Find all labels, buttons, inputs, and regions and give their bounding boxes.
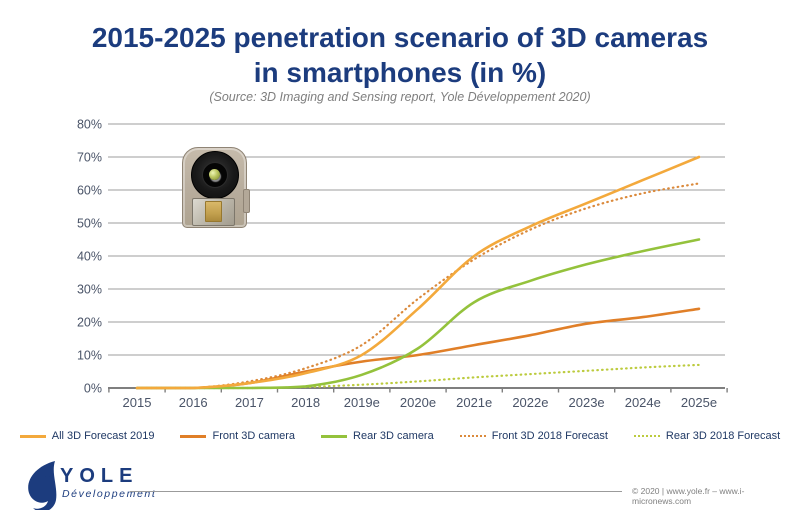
y-axis-tick-label: 30%: [77, 283, 102, 297]
x-axis-tick-label: 2015: [123, 395, 152, 410]
x-axis-tick-label: 2016: [179, 395, 208, 410]
camera-emitter-chip: [205, 201, 222, 222]
y-axis-tick-label: 70%: [77, 151, 102, 165]
legend-item: Front 3D 2018 Forecast: [459, 430, 608, 442]
legend-item: Rear 3D camera: [321, 430, 434, 442]
legend-item: All 3D Forecast 2019: [19, 430, 155, 442]
legend-swatch: [19, 434, 46, 438]
legend-item: Rear 3D 2018 Forecast: [633, 430, 781, 442]
series-line-rear-3d-2018-forecast: [135, 363, 701, 390]
legend-label: Rear 3D camera: [353, 430, 434, 442]
footer-copyright: © 2020 | www.yole.fr – www.i-micronews.c…: [632, 486, 745, 506]
x-axis-tick-label: 2022e: [512, 395, 548, 410]
title-line-2: in smartphones (in %): [253, 57, 547, 88]
yole-logo: YOLE Développement: [22, 456, 222, 511]
camera-emitter-module: [192, 198, 235, 226]
camera-lens-inner: [202, 162, 228, 188]
y-axis-tick-label: 20%: [77, 316, 102, 330]
legend-swatch: [321, 434, 348, 438]
y-axis-tick-label: 60%: [77, 184, 102, 198]
x-axis-tick-label: 2024e: [625, 395, 661, 410]
y-axis-tick-label: 80%: [77, 118, 102, 132]
line-chart: 0% 10% 20% 30% 40% 50% 60% 70% 80% 2015 2016 2017 20…: [0, 110, 800, 420]
x-axis-tick-label: 2020e: [400, 395, 436, 410]
yole-logo-subtext: Développement: [62, 488, 157, 500]
x-axis-tick-label: 2023e: [569, 395, 605, 410]
camera-module-photo: [182, 147, 250, 228]
x-axis-tick-label: 2019e: [344, 395, 380, 410]
legend-label: Rear 3D 2018 Forecast: [665, 430, 781, 442]
series-line-rear-3d-camera: [135, 238, 701, 390]
yole-logo-text: YOLE: [60, 465, 139, 487]
y-axis-tick-label: 40%: [77, 250, 102, 264]
page-title: 2015-2025 penetration scenario of 3D cam…: [0, 20, 800, 90]
chart-canvas: 0% 10% 20% 30% 40% 50% 60% 70% 80% 2015 2016 2017 20…: [77, 118, 728, 410]
x-axis-tick-label: 2021e: [456, 395, 492, 410]
x-axis-tick-label: 2018: [291, 395, 320, 410]
y-axis-tick-label: 50%: [77, 217, 102, 231]
y-axis-tick-label: 10%: [77, 349, 102, 363]
legend-label: All 3D Forecast 2019: [51, 430, 155, 442]
yole-logo-swoosh-icon: [28, 461, 57, 510]
source-note: (Source: 3D Imaging and Sensing report, …: [209, 90, 591, 104]
legend-swatch: [180, 434, 207, 438]
y-axis-tick-label: 0%: [84, 382, 102, 396]
camera-lens-glint: [209, 169, 220, 180]
footer-divider: [130, 491, 622, 492]
camera-lens: [191, 151, 239, 199]
series-line-all-3d-forecast-2019: [135, 155, 701, 390]
x-axis-tick-label: 2025e: [681, 395, 717, 410]
legend-item: Front 3D camera: [180, 430, 295, 442]
legend-swatch: [459, 435, 486, 437]
camera-side-tab: [243, 189, 250, 213]
legend-label: Front 3D camera: [212, 430, 296, 442]
chart-legend: All 3D Forecast 2019 Front 3D camera Rear …: [0, 430, 800, 442]
legend-swatch: [633, 435, 660, 437]
title-line-1: 2015-2025 penetration scenario of 3D cam…: [91, 22, 709, 53]
x-axis-tick-label: 2017: [235, 395, 264, 410]
legend-label: Front 3D 2018 Forecast: [491, 430, 608, 442]
